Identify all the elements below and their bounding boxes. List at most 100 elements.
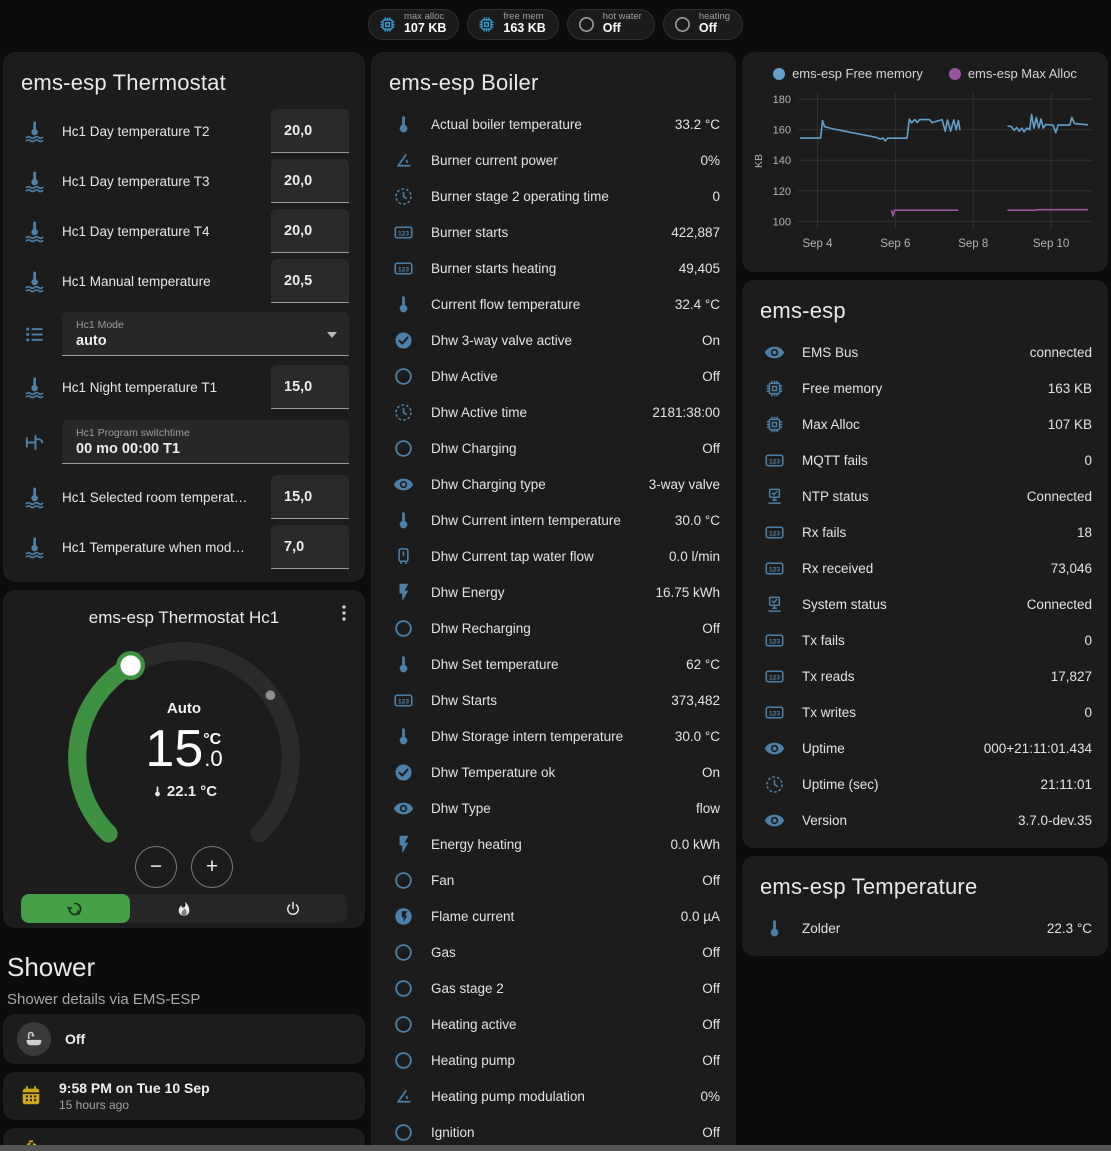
entity-row[interactable]: Uptime (sec) 21:11:01 [758,766,1092,802]
entity-row[interactable]: 123 Rx fails 18 [758,514,1092,550]
counter-icon: 123 [393,258,414,279]
entity-row[interactable]: Dhw Type flow [387,790,720,826]
dial-handle[interactable] [116,651,146,680]
y-axis-label: KB [753,154,765,168]
entity-row[interactable]: Dhw 3-way valve active On [387,322,720,358]
increase-temp-button[interactable]: + [191,846,233,888]
emsesp-card: ems-esp EMS Bus connected Free memory 163 K… [742,280,1108,848]
entity-row[interactable]: Fan Off [387,862,720,898]
number-input[interactable]: 20,0 [271,209,349,253]
thermostat-card: ems-esp Thermostat Hc1 Day temperature T… [3,52,365,582]
status-badge[interactable]: max alloc 107 KB [367,8,460,40]
entity-row[interactable]: 123 Burner starts heating 49,405 [387,250,720,286]
water-heater-icon [393,546,414,567]
auto-mode-icon: A [66,900,84,918]
entity-row[interactable]: Dhw Current intern temperature 30.0 °C [387,502,720,538]
entity-label: Flame current [431,908,515,924]
entity-row[interactable]: System status Connected [758,586,1092,622]
entity-row[interactable]: 123 Burner starts 422,887 [387,214,720,250]
entity-row[interactable]: Dhw Temperature ok On [387,754,720,790]
entity-row[interactable]: Heating active Off [387,1006,720,1042]
mode-heat-button[interactable] [130,894,239,923]
entity-value: 0.0 kWh [670,836,720,852]
entity-row[interactable]: Dhw Energy 16.75 kWh [387,574,720,610]
entity-label: EMS Bus [802,344,859,360]
number-input[interactable]: 15,0 [271,475,349,519]
entity-row[interactable]: Dhw Storage intern temperature 30.0 °C [387,718,720,754]
entity-row[interactable]: 123 Tx reads 17,827 [758,658,1092,694]
legend-dot [948,67,961,80]
status-badge[interactable]: hot water Off [566,8,655,40]
entity-row[interactable]: 123 Rx received 73,046 [758,550,1092,586]
entity-row[interactable]: 123 MQTT fails 0 [758,442,1092,478]
entity-label: Rx fails [802,524,847,540]
entity-value: 0 [1084,632,1092,648]
entity-row[interactable]: Dhw Charging type 3-way valve [387,466,720,502]
badge-label: max alloc [403,11,445,23]
number-input[interactable]: 20,5 [271,259,349,303]
entity-row[interactable]: 123 Tx fails 0 [758,622,1092,658]
dial-track[interactable] [58,632,310,884]
entity-value: Off [702,1124,720,1140]
temperature-rows: Zolder 22.3 °C [758,910,1092,946]
entity-row[interactable]: EMS Bus connected [758,334,1092,370]
text-input[interactable]: Hc1 Program switchtime 00 mo 00:00 T1 [62,420,349,464]
entity-row[interactable]: Current flow temperature 32.4 °C [387,286,720,322]
entity-label: Dhw 3-way valve active [431,332,573,348]
entity-row[interactable]: Ignition Off [387,1114,720,1150]
x-tick-label: Sep 6 [880,238,910,250]
entity-label: Dhw Temperature ok [431,764,556,780]
badge-value: 163 KB [503,21,546,36]
number-input[interactable]: 20,0 [271,109,349,153]
thermostat-row: Hc1 Temperature when mod… 7,0 [19,522,349,572]
entity-row[interactable]: Energy heating 0.0 kWh [387,826,720,862]
x-tick-label: Sep 4 [802,238,833,250]
more-options-icon[interactable] [333,602,355,624]
entity-row[interactable]: Dhw Active Off [387,358,720,394]
memory-chart-card: ems-esp Free memory ems-esp Max Alloc 100… [742,52,1108,272]
field-value: auto [76,333,107,349]
status-badge[interactable]: free mem 163 KB [467,8,559,40]
entity-row[interactable]: Dhw Set temperature 62 °C [387,646,720,682]
entity-row[interactable]: Burner current power 0% [387,142,720,178]
mode-off-button[interactable] [238,894,347,923]
decrease-temp-button[interactable]: − [135,846,177,888]
entity-row[interactable]: Heating pump modulation 0% [387,1078,720,1114]
thermostat-dial[interactable]: Auto 15°C.0 22.1 °C − + [19,630,349,888]
circle-icon [393,438,414,459]
horizontal-scrollbar[interactable] [0,1145,1111,1151]
entity-row[interactable]: Actual boiler temperature 33.2 °C [387,106,720,142]
mode-auto-button[interactable]: A [21,894,130,923]
entity-row[interactable]: Max Alloc 107 KB [758,406,1092,442]
entity-row[interactable]: Version 3.7.0-dev.35 [758,802,1092,838]
entity-row[interactable]: Burner stage 2 operating time 0 [387,178,720,214]
entity-row[interactable]: 123 Tx writes 0 [758,694,1092,730]
entity-row[interactable]: NTP status Connected [758,478,1092,514]
entity-row[interactable]: Dhw Charging Off [387,430,720,466]
entity-row[interactable]: Gas Off [387,934,720,970]
entity-row[interactable]: Gas stage 2 Off [387,970,720,1006]
entity-value: 0% [700,1088,720,1104]
entity-row[interactable]: Free memory 163 KB [758,370,1092,406]
entity-row[interactable]: Zolder 22.3 °C [758,910,1092,946]
counter-icon: 123 [764,702,785,723]
number-input[interactable]: 20,0 [271,159,349,203]
number-input[interactable]: 7,0 [271,525,349,569]
entity-row[interactable]: Dhw Active time 2181:38:00 [387,394,720,430]
clock-icon [393,186,414,207]
entity-row[interactable]: Heating pump Off [387,1042,720,1078]
entity-row[interactable]: Uptime 000+21:11:01.434 [758,730,1092,766]
mode-select[interactable]: Hc1 Mode auto [62,312,349,356]
number-input[interactable]: 15,0 [271,365,349,409]
shower-item-card[interactable]: Off [3,1014,365,1064]
shower-item-card[interactable]: 9:58 PM on Tue 10 Sep 15 hours ago [3,1072,365,1120]
entity-label: Rx received [802,560,874,576]
status-badge[interactable]: heating Off [662,8,744,40]
entity-row[interactable]: Dhw Recharging Off [387,610,720,646]
flash-icon [393,582,414,603]
entity-row[interactable]: 123 Dhw Starts 373,482 [387,682,720,718]
eye-icon [393,798,414,819]
entity-row[interactable]: Flame current 0.0 µA [387,898,720,934]
entity-row[interactable]: Dhw Current tap water flow 0.0 l/min [387,538,720,574]
